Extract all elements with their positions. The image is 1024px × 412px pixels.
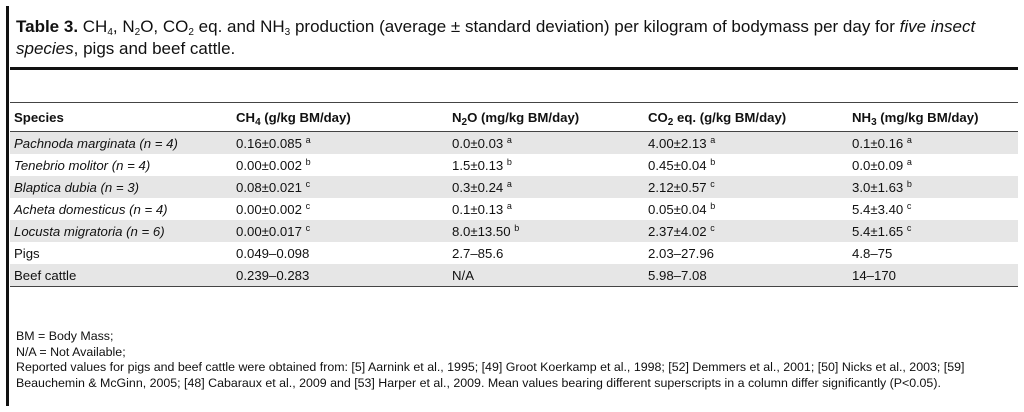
caption-co2-rest: eq. and [193,17,261,36]
significance-superscript: b [305,156,311,167]
significance-superscript: a [506,200,512,211]
caption-nh3-sub: 3 [284,27,291,38]
caption-ch4-sub: 4 [107,27,113,38]
caption-n2o-o: O, [140,17,163,36]
table-body: Pachnoda marginata (n = 4) 0.16±0.085 a 0.… [10,131,1018,287]
value-cell: 0.00±0.017 c [232,220,448,242]
table-footnotes: BM = Body Mass; N/A = Not Available; Rep… [16,329,1021,391]
species-cell: Pachnoda marginata (n = 4) [10,131,232,154]
caption-tail: , pigs and beef cattle. [73,39,236,58]
significance-superscript: a [906,156,912,167]
emissions-table: Species CH4 (g/kg BM/day) N2O (mg/kg BM/da… [10,103,1018,287]
caption-n2o: N [122,17,135,36]
value-cell: 8.0±13.50 b [448,220,644,242]
value-cell: 14–170 [848,264,1018,287]
value-cell: 0.1±0.16 a [848,131,1018,154]
table-top-rule [10,102,1018,103]
footnote-bm: BM = Body Mass; [16,329,114,343]
value-cell: 2.37±4.02 c [644,220,848,242]
caption-n2o-sub: 2 [134,27,141,38]
significance-superscript: c [710,222,715,233]
value-cell: 0.00±0.002 b [236,156,311,173]
caption-sep: , [112,17,123,36]
caption-italic: five insect species [16,17,976,58]
value-cell: 1.5±0.13 b [452,156,512,173]
significance-superscript: b [514,222,520,233]
table-header-row: Species CH4 (g/kg BM/day) N2O (mg/kg BM/da… [10,103,1018,132]
significance-superscript: c [710,178,715,189]
value-cell: N/A [448,264,644,287]
column-header: Species [10,103,232,132]
value-cell: 0.16±0.085 a [232,131,448,154]
caption-text: production (average ± standard deviation… [290,17,900,36]
significance-superscript: a [506,178,512,189]
value-cell: 4.00±2.13 a [644,131,848,154]
significance-superscript: c [906,200,912,211]
footnote-na: N/A = Not Available; [16,344,126,359]
value-cell: 0.0±0.03 a [448,131,644,154]
species-cell: Locusta migratoria (n = 6) [10,220,232,242]
significance-superscript: a [710,134,716,145]
value-cell: 5.98–7.08 [644,264,848,287]
significance-superscript: a [305,134,311,145]
significance-superscript: c [305,178,311,189]
caption-co2-sub: 2 [188,27,194,38]
value-cell: 0.05±0.04 b [648,200,716,217]
table-row: Beef cattle 0.239–0.283 N/A 5.98–7.08 14–170 [10,264,1018,287]
table-figure: Table 3. CH4, N2O, CO2 eq. and NH3 produ… [6,6,1018,406]
significance-superscript: a [906,134,912,145]
caption-nh3: NH [260,17,285,36]
species-cell: Beef cattle [10,264,232,287]
table-row: Pigs 0.049–0.098 2.7–85.6 2.03–27.96 4.8–75 [10,242,1018,264]
table-caption: Table 3. CH4, N2O, CO2 eq. and NH3 produ… [16,16,1016,60]
significance-superscript: c [906,222,912,233]
column-header: CH4 (g/kg BM/day) [232,103,448,132]
value-cell: 0.049–0.098 [236,245,310,261]
species-cell: Pigs [14,245,40,261]
significance-superscript: c [305,222,311,233]
value-cell: 5.4±3.40 c [852,200,912,217]
column-header: N2O (mg/kg BM/day) [448,103,644,132]
significance-superscript: a [506,134,512,145]
species-cell: Blaptica dubia (n = 3) [10,176,232,198]
significance-superscript: b [906,178,912,189]
value-cell: 0.3±0.24 a [448,176,644,198]
value-cell: 0.45±0.04 b [648,156,716,173]
significance-superscript: c [305,200,311,211]
significance-superscript: b [710,200,716,211]
column-header: CO2 eq. (g/kg BM/day) [644,103,848,132]
table-row: Locusta migratoria (n = 6) 0.00±0.017 c 8.… [10,220,1018,242]
value-cell: 2.03–27.96 [648,245,715,261]
value-cell: 0.0±0.09 a [852,156,912,173]
caption-ch4: CH [82,17,108,36]
value-cell: 0.08±0.021 c [232,176,448,198]
caption-divider [10,67,1018,70]
species-cell: Tenebrio molitor (n = 4) [14,157,151,173]
column-header: NH3 (mg/kg BM/day) [848,103,1018,132]
significance-superscript: b [710,156,716,167]
left-border-rule [6,6,9,406]
value-cell: 2.12±0.57 c [644,176,848,198]
table-row: Tenebrio molitor (n = 4) 0.00±0.002 b 1.5±… [10,154,1018,176]
footnote-sources: Reported values for pigs and beef cattle… [16,360,965,390]
value-cell: 0.00±0.002 c [236,200,311,217]
species-cell: Acheta domesticus (n = 4) [14,201,168,217]
table-row: Pachnoda marginata (n = 4) 0.16±0.085 a 0.… [10,131,1018,154]
value-cell: 5.4±1.65 c [848,220,1018,242]
table-label: Table 3. [16,17,79,36]
caption-co2: CO [162,17,189,36]
value-cell: 2.7–85.6 [452,245,504,261]
value-cell: 0.1±0.13 a [452,200,512,217]
value-cell: 3.0±1.63 b [848,176,1018,198]
significance-superscript: b [506,156,512,167]
table-row: Acheta domesticus (n = 4) 0.00±0.002 c 0.1… [10,198,1018,220]
value-cell: 4.8–75 [852,245,893,261]
table-row: Blaptica dubia (n = 3) 0.08±0.021 c 0.3±0.… [10,176,1018,198]
value-cell: 0.239–0.283 [232,264,448,287]
